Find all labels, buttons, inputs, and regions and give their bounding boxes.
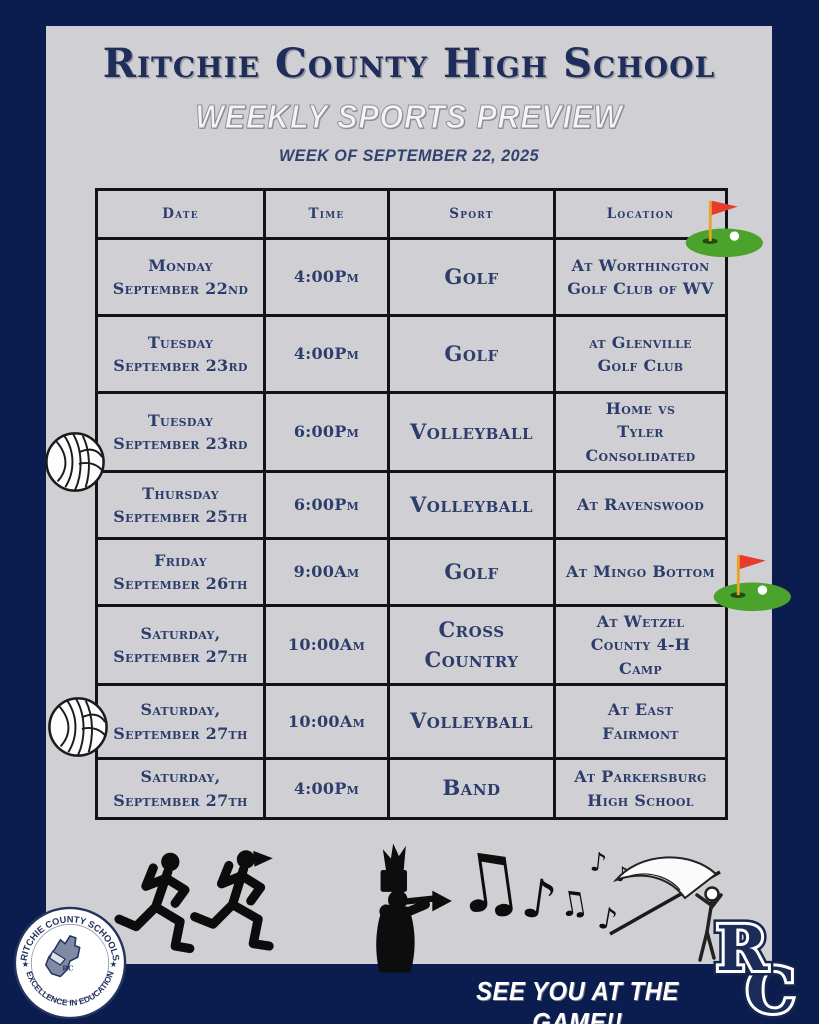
cell-sport: Volleyball [387,470,556,540]
cell-date: Monday September 22nd [95,237,266,317]
schedule-table: Date Time Sport Location Monday Septembe… [95,188,728,820]
table-row: Friday September 26th 9:00Am Golf At Min… [95,537,728,607]
column-header-time: Time [263,188,390,240]
table-row: Saturday, September 27th 10:00Am Volleyb… [95,683,728,760]
cell-date: Saturday, September 27th [95,683,266,760]
cell-time: 9:00Am [263,537,390,607]
svg-text:EXCELLENCE IN EDUCATION: EXCELLENCE IN EDUCATION [24,970,115,1008]
table-row: Monday September 22nd 4:00Pm Golf At Wor… [95,237,728,317]
cell-sport: Volleyball [387,391,556,473]
table-row: Saturday, September 27th 10:00Am Cross C… [95,604,728,686]
cell-location: Home vs Tyler Consolidated [553,391,728,473]
table-row: Saturday, September 27th 4:00Pm Band At … [95,757,728,820]
column-header-sport: Sport [387,188,556,240]
week-of-label: WEEK OF SEPTEMBER 22, 2025 [278,146,540,165]
column-header-date: Date [95,188,266,240]
cell-location: At Worthington Golf Club of WV [553,237,728,317]
cell-time: 4:00Pm [263,237,390,317]
cell-date: Saturday, September 27th [95,757,266,820]
cell-date: Friday September 26th [95,537,266,607]
cell-location: At East Fairmont [553,683,728,760]
cell-time: 4:00Pm [263,314,390,394]
badge-center-monogram: RC [62,965,74,973]
cell-time: 6:00Pm [263,470,390,540]
cell-location: At Ravenswood [553,470,728,540]
cell-date: Tuesday September 23rd [95,314,266,394]
table-header-row: Date Time Sport Location [95,188,728,240]
cell-date: Tuesday September 23rd [95,391,266,473]
cell-sport: Golf [387,237,556,317]
badge-bottom-text: EXCELLENCE IN EDUCATION [24,970,115,1008]
cell-time: 10:00Am [263,683,390,760]
see-you-at-the-game-text: SEE YOU AT THE GAME!! [476,976,679,1024]
cell-time: 4:00Pm [263,757,390,820]
cell-time: 6:00Pm [263,391,390,473]
cell-location: At Wetzel County 4-H Camp [553,604,728,686]
table-row: Tuesday September 23rd 6:00Pm Volleyball… [95,391,728,473]
cell-sport: Volleyball [387,683,556,760]
cell-location: At Parkersburg High School [553,757,728,820]
cell-time: 10:00Am [263,604,390,686]
cell-sport: Cross Country [387,604,556,686]
badge-star-icon: ★ [22,960,30,970]
cell-sport: Golf [387,537,556,607]
cell-location: At Mingo Bottom [553,537,728,607]
table-row: Thursday September 25th 6:00Pm Volleybal… [95,470,728,540]
cell-sport: Band [387,757,556,820]
cell-date: Thursday September 25th [95,470,266,540]
column-header-location: Location [553,188,728,240]
cell-location: at Glenville Golf Club [553,314,728,394]
page-title: Ritchie County High School [102,40,716,87]
cell-date: Saturday, September 27th [95,604,266,686]
table-row: Tuesday September 23rd 4:00Pm Golf at Gl… [95,314,728,394]
flyer-subtitle: WEEKLY SPORTS PREVIEW [195,98,623,136]
cell-sport: Golf [387,314,556,394]
